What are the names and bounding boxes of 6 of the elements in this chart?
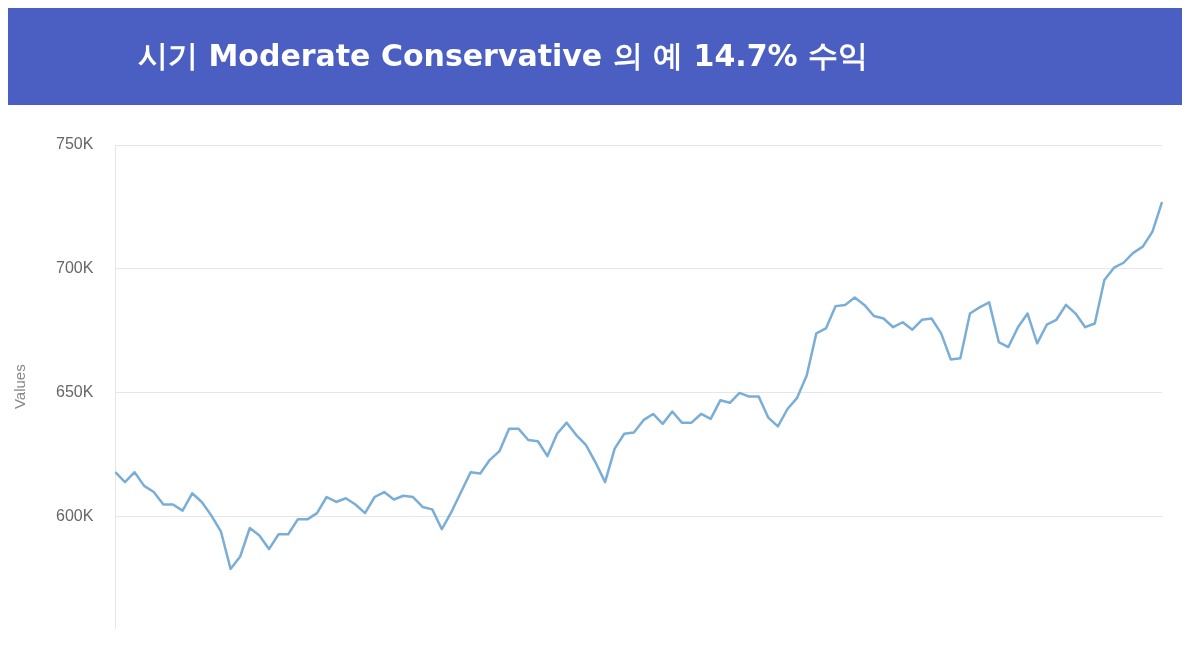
y-tick-label: 600K bbox=[55, 507, 94, 525]
y-tick-label: 700K bbox=[55, 259, 94, 277]
y-axis-title: Values bbox=[11, 364, 29, 410]
chart-title: 시기 Moderate Conservative 의 예 14.7% 수익 bbox=[138, 37, 869, 75]
y-tick-label: 650K bbox=[55, 383, 94, 401]
y-tick-label: 750K bbox=[55, 135, 94, 153]
